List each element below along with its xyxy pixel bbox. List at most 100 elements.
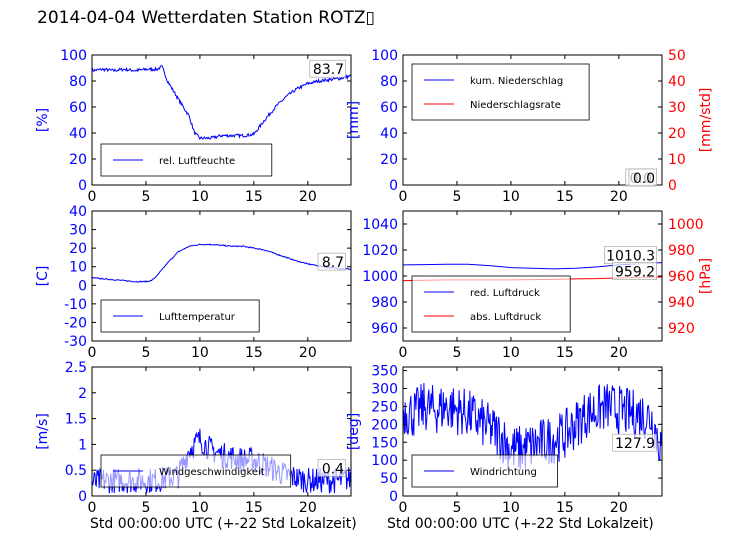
y-axis-label-4: [m/s] <box>35 413 51 450</box>
y-axis-label-2: [C] <box>35 266 51 287</box>
y2-tick-label-1-5: 50 <box>668 48 686 64</box>
y-tick-label-3-4: 1040 <box>362 217 398 233</box>
x-tick-label-1-3: 15 <box>556 189 574 205</box>
x-tick-label-1-1: 5 <box>452 189 461 205</box>
y2-tick-label-1-3: 30 <box>668 100 686 116</box>
legend-label-1-0: kum. Niederschlag <box>470 76 563 87</box>
y-tick-label-1-0: 0 <box>389 178 398 194</box>
legend-label-2-0: Lufttemperatur <box>159 312 236 323</box>
y-axis-label-5: [deg] <box>346 413 362 450</box>
x-tick-label-4-1: 5 <box>141 500 150 516</box>
y-tick-label-2-1: -20 <box>64 315 87 331</box>
legend-box-3 <box>411 275 571 333</box>
legend-label-4-0: Windgeschwindigkeit <box>159 467 265 478</box>
plot-frame-0 <box>91 54 352 186</box>
y-tick-label-0-0: 0 <box>78 178 87 194</box>
y-tick-label-0-3: 60 <box>69 100 87 116</box>
y2-tick-label-3-0: 920 <box>668 321 695 337</box>
y-tick-label-4-2: 1 <box>78 437 87 453</box>
y-tick-label-2-5: 20 <box>69 241 87 257</box>
x-tick-label-1-2: 10 <box>502 189 520 205</box>
plot-frame-1 <box>402 54 663 186</box>
x-tick-label-4-2: 10 <box>191 500 209 516</box>
figure-title: 2014-04-04 Wetterdaten Station ROTZ▯ <box>37 8 375 28</box>
y-tick-label-5-4: 200 <box>371 417 398 433</box>
x-tick-label-4-0: 0 <box>88 500 97 516</box>
x-tick-label-0-0: 0 <box>88 189 97 205</box>
legend-label-5-0: Windrichtung <box>470 467 537 478</box>
x-tick-label-0-2: 10 <box>191 189 209 205</box>
y-tick-label-5-6: 300 <box>371 382 398 398</box>
y-tick-label-0-5: 100 <box>60 48 87 64</box>
annotation-label-0-0: 83.7 <box>313 62 344 78</box>
x-tick-label-4-4: 20 <box>299 500 317 516</box>
x-tick-label-3-2: 10 <box>502 345 520 361</box>
y2-tick-label-3-2: 960 <box>668 269 695 285</box>
plot-frame-4 <box>91 366 352 497</box>
x-tick-label-3-3: 15 <box>556 345 574 361</box>
y-tick-label-0-4: 80 <box>69 74 87 90</box>
y2-tick-label-3-4: 1000 <box>668 217 704 233</box>
x-tick-label-2-2: 10 <box>191 345 209 361</box>
y2-axis-label-1: [mm/std] <box>698 88 714 153</box>
y-tick-label-5-5: 250 <box>371 399 398 415</box>
x-tick-label-2-0: 0 <box>88 345 97 361</box>
y-tick-label-4-1: 0.5 <box>65 463 87 479</box>
y-tick-label-1-5: 100 <box>371 48 398 64</box>
y-tick-label-5-7: 350 <box>371 364 398 380</box>
annotation-box-1-1 <box>628 168 657 187</box>
y-tick-label-5-2: 100 <box>371 453 398 469</box>
annotation-box-0-0 <box>309 59 346 78</box>
x-tick-label-2-4: 20 <box>299 345 317 361</box>
annotation-label-3-1: 959.2 <box>615 265 655 281</box>
x-tick-label-1-0: 0 <box>399 189 408 205</box>
x-tick-label-5-2: 10 <box>502 500 520 516</box>
y-tick-label-3-3: 1020 <box>362 243 398 259</box>
annotation-box-2-0 <box>317 252 346 271</box>
y-tick-label-5-1: 50 <box>380 471 398 487</box>
y-tick-label-1-3: 60 <box>380 100 398 116</box>
y-tick-label-1-1: 20 <box>380 152 398 168</box>
y-tick-label-1-2: 40 <box>380 126 398 142</box>
plot-area-2 <box>92 243 351 283</box>
y-tick-label-2-6: 30 <box>69 223 87 239</box>
x-tick-label-5-3: 15 <box>556 500 574 516</box>
y2-tick-label-1-1: 10 <box>668 152 686 168</box>
x-tick-label-0-1: 5 <box>141 189 150 205</box>
y2-tick-label-1-0: 0 <box>668 178 677 194</box>
x-tick-label-5-0: 0 <box>399 500 408 516</box>
y-axis-label-0: [%] <box>35 108 51 132</box>
x-tick-label-5-4: 20 <box>610 500 628 516</box>
y2-tick-label-3-1: 940 <box>668 295 695 311</box>
x-tick-label-4-3: 15 <box>245 500 263 516</box>
y-tick-label-3-0: 960 <box>371 321 398 337</box>
x-tick-label-0-4: 20 <box>299 189 317 205</box>
x-tick-label-3-4: 20 <box>610 345 628 361</box>
annotation-box-3-1 <box>612 262 657 280</box>
plot-area-0 <box>92 65 351 141</box>
annotation-box-5-0 <box>612 433 657 452</box>
annotation-box-4-0 <box>317 459 346 477</box>
y2-axis-label-3: [hPa] <box>698 258 714 294</box>
annotation-label-1-1: 0.0 <box>633 171 655 187</box>
x-tick-label-3-0: 0 <box>399 345 408 361</box>
x-axis-title-right: Std 00:00:00 UTC (+-22 Std Lokalzeit) <box>387 516 654 532</box>
legend-label-3-0: red. Luftdruck <box>470 288 540 299</box>
y2-tick-label-3-3: 980 <box>668 243 695 259</box>
y-tick-label-4-0: 0 <box>78 489 87 505</box>
y-tick-label-3-2: 1000 <box>362 269 398 285</box>
legend-label-1-1: Niederschlagsrate <box>470 100 561 111</box>
y-tick-label-2-7: 40 <box>69 204 87 220</box>
y-tick-label-0-1: 20 <box>69 152 87 168</box>
series-line-0-0 <box>92 65 351 141</box>
x-tick-label-2-3: 15 <box>245 345 263 361</box>
y2-tick-label-1-4: 40 <box>668 74 686 90</box>
plot-frame-2 <box>91 210 352 342</box>
x-tick-label-3-1: 5 <box>452 345 461 361</box>
y-tick-label-2-4: 10 <box>69 260 87 276</box>
x-tick-label-1-4: 20 <box>610 189 628 205</box>
annotation-label-3-0: 1010.3 <box>606 249 655 265</box>
y-tick-label-5-3: 150 <box>371 435 398 451</box>
annotation-label-5-0: 127.9 <box>615 436 655 452</box>
y2-tick-label-1-2: 20 <box>668 126 686 142</box>
